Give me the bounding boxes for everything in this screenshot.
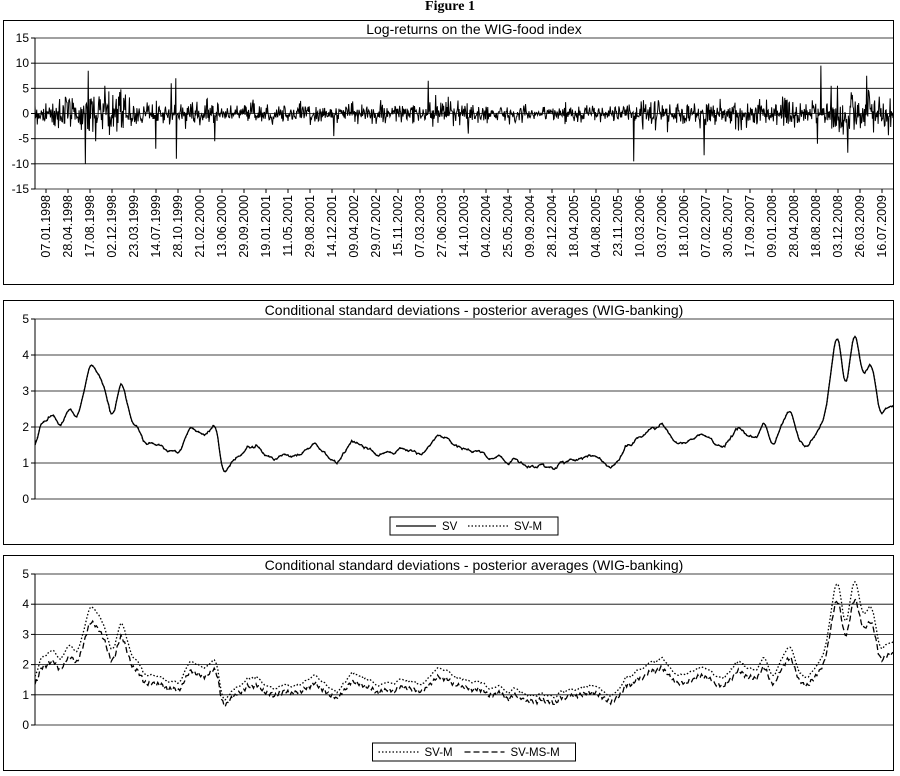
returns-x-tick-label: 28.10.1999 — [171, 195, 185, 258]
returns-x-tick-label: 11.05.2001 — [281, 195, 295, 257]
returns-x-tick-label: 25.05.2004 — [501, 195, 515, 258]
returns-x-tick-label: 18.10.2006 — [677, 195, 691, 258]
returns-x-tick-label: 23.11.2005 — [611, 195, 625, 257]
returns-y-tick-label: 15 — [16, 31, 30, 45]
returns-x-tick-label: 13.06.2000 — [215, 195, 229, 258]
sv-legend: SV SV-M — [389, 516, 559, 536]
returns-x-tick-label: 26.03.2009 — [853, 195, 867, 258]
returns-x-tick-label: 28.04.2008 — [787, 195, 801, 258]
returns-title: Log-returns on the WIG-food index — [366, 21, 582, 37]
returns-y-tick-label: 5 — [22, 81, 29, 95]
sv-legend-label: SV — [442, 521, 458, 533]
svms-y-tick-label: 5 — [22, 567, 29, 581]
returns-x-tick-label: 29.07.2002 — [369, 195, 383, 258]
svms-legend: SV-M SV-MS-M — [372, 742, 576, 762]
svms-y-tick-label: 3 — [22, 627, 29, 641]
returns-y-tick-label: 0 — [22, 107, 29, 121]
returns-x-tick-label: 09.09.2004 — [523, 195, 537, 258]
returns-x-tick-label: 02.12.1998 — [105, 195, 119, 258]
returns-x-tick-label: 23.03.1999 — [127, 195, 141, 258]
svms-y-tick-label: 0 — [22, 718, 29, 732]
sv-series-sv — [34, 335, 893, 473]
returns-x-tick-label: 18.08.2008 — [809, 195, 823, 258]
returns-x-tick-label: 09.01.2008 — [765, 195, 779, 258]
returns-x-tick-label: 14.10.2003 — [457, 195, 471, 258]
returns-x-tick-label: 07.03.2003 — [413, 195, 427, 258]
returns-x-tick-label: 30.05.2007 — [721, 195, 735, 258]
returns-x-tick-label: 16.07.2009 — [875, 195, 889, 258]
svms-legend-label: SV-M — [425, 747, 453, 759]
returns-x-tick-label: 29.09.2000 — [237, 195, 251, 258]
returns-x-tick-label: 17.09.2007 — [743, 195, 757, 258]
returns-x-tick-label: 28.04.1998 — [61, 195, 75, 258]
svms-legend-label: SV-MS-M — [511, 747, 560, 759]
sv-legend-label: SV-M — [514, 521, 542, 533]
returns-x-tick-label: 04.08.2005 — [589, 195, 603, 258]
sv-panel: 0 1 2 3 4 5 Conditional standard deviations - … — [3, 300, 894, 545]
svms-panel: 0 1 2 3 4 5 Conditional standard deviations - … — [3, 555, 894, 771]
sv-chart: 0 1 2 3 4 5 Conditional standard deviations - … — [22, 302, 893, 536]
log-returns-chart: -15 -10 -5 0 5 10 15 Log-returns on the WIG-foo… — [12, 21, 893, 258]
returns-y-tick-label: 10 — [16, 56, 30, 70]
log-returns-panel: -15 -10 -5 0 5 10 15 Log-returns on the WIG-foo… — [3, 20, 894, 285]
returns-x-tick-label: 03.12.2008 — [831, 195, 845, 258]
sv-y-tick-label: 5 — [22, 312, 29, 326]
returns-y-tick-label: -5 — [18, 132, 29, 146]
svms-chart: 0 1 2 3 4 5 Conditional standard deviations - … — [22, 557, 893, 762]
sv-title: Conditional standard deviations - poster… — [265, 302, 684, 318]
returns-x-tick-label: 14.07.1999 — [149, 195, 163, 258]
returns-x-tick-label: 21.02.2000 — [193, 195, 207, 258]
svms-series-sv-ms-m — [34, 598, 893, 708]
returns-x-tick-label: 09.04.2002 — [347, 195, 361, 258]
returns-x-tick-label: 07.01.1998 — [39, 195, 53, 258]
returns-x-tick-label: 17.08.1998 — [83, 195, 97, 258]
returns-x-tick-label: 07.02.2007 — [699, 195, 713, 258]
svms-y-tick-label: 1 — [22, 688, 29, 702]
svms-y-tick-label: 2 — [22, 658, 29, 672]
returns-x-tick-label: 14.12.2001 — [325, 195, 339, 258]
returns-x-tick-label: 10.03.2006 — [633, 195, 647, 258]
sv-y-tick-label: 2 — [22, 420, 29, 434]
svms-title: Conditional standard deviations - poster… — [265, 557, 684, 573]
sv-y-tick-label: 3 — [22, 384, 29, 398]
returns-x-tick-label: 15.11.2002 — [391, 195, 405, 257]
returns-x-tick-label: 28.12.2004 — [545, 195, 559, 258]
sv-y-tick-label: 0 — [22, 492, 29, 506]
returns-y-tick-label: -10 — [12, 157, 30, 171]
returns-x-tick-label: 27.06.2003 — [435, 195, 449, 258]
sv-y-tick-label: 4 — [22, 348, 29, 362]
returns-series-line — [34, 65, 893, 164]
returns-x-tick-label: 18.04.2005 — [567, 195, 581, 258]
figure-caption: Figure 1 — [425, 0, 475, 14]
returns-x-tick-label: 29.08.2001 — [303, 195, 317, 258]
returns-x-tick-label: 19.01.2001 — [259, 195, 273, 258]
sv-legend-box — [389, 516, 559, 536]
sv-y-tick-label: 1 — [22, 456, 29, 470]
svms-series-sv-m — [34, 580, 893, 701]
returns-x-tick-label: 03.07.2006 — [655, 195, 669, 258]
sv-series-sv-m — [34, 335, 893, 472]
returns-x-tick-label: 04.02.2004 — [479, 195, 493, 258]
returns-y-tick-label: -15 — [12, 182, 30, 196]
svms-y-tick-label: 4 — [22, 597, 29, 611]
